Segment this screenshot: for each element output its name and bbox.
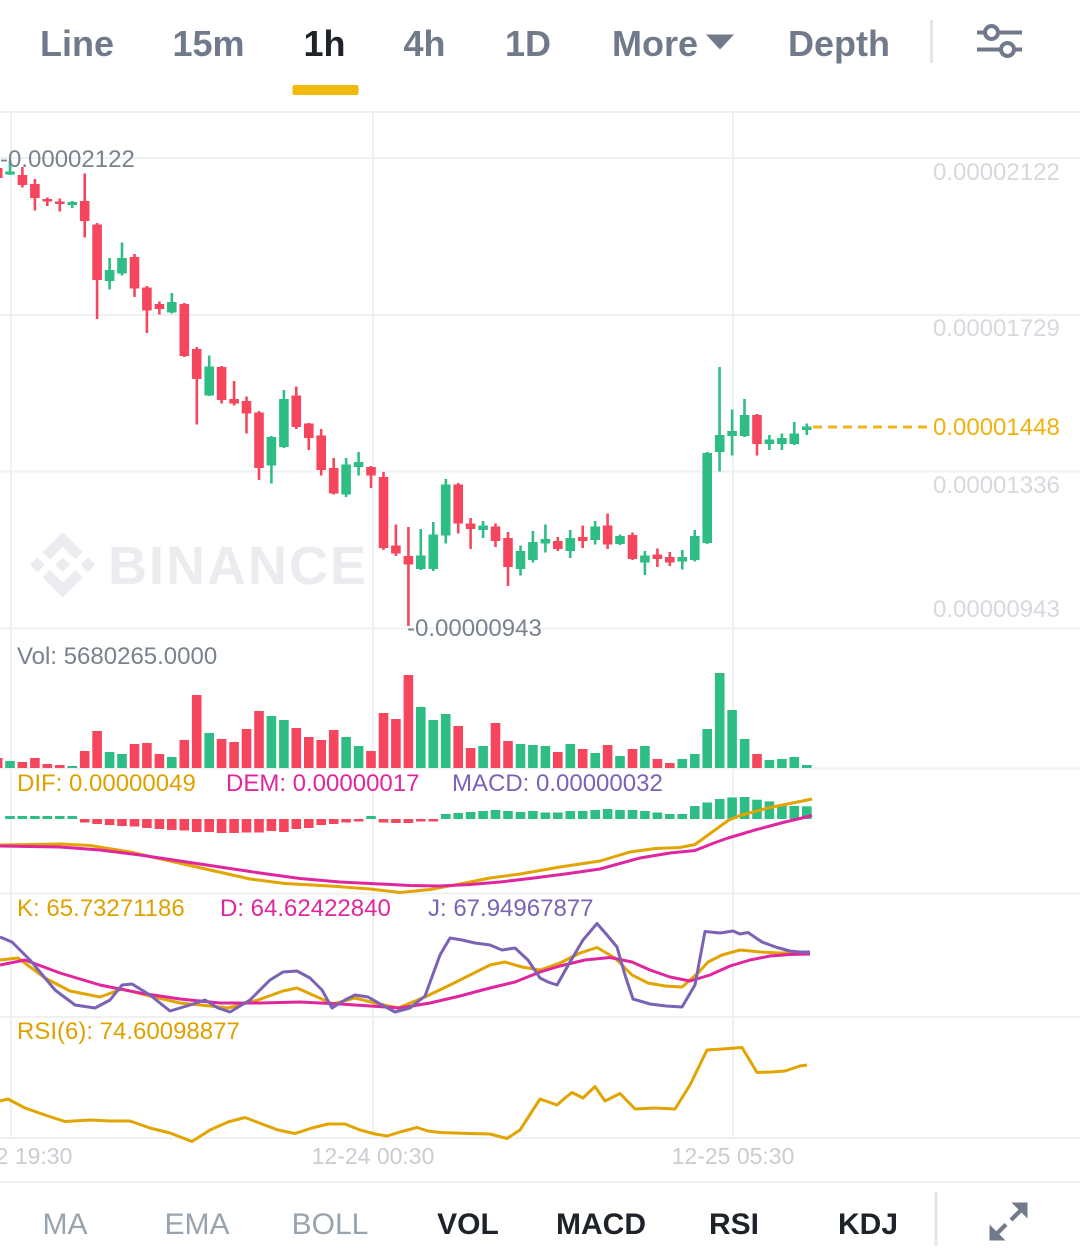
- svg-text:MACD: MACD: [556, 1208, 646, 1241]
- svg-text:Vol: 5680265.0000: Vol: 5680265.0000: [17, 643, 217, 670]
- svg-text:0.00000943: 0.00000943: [933, 596, 1060, 623]
- svg-text:K: 65.73271186: K: 65.73271186: [17, 895, 185, 922]
- svg-text:0.00002122: 0.00002122: [933, 159, 1060, 186]
- svg-text:12-22 19:30: 12-22 19:30: [0, 1143, 72, 1169]
- svg-text:-0.00000943: -0.00000943: [407, 615, 542, 642]
- svg-text:0.00001729: 0.00001729: [933, 315, 1060, 342]
- svg-text:1D: 1D: [505, 23, 551, 64]
- svg-text:4h: 4h: [403, 23, 445, 64]
- svg-text:BINANCE: BINANCE: [108, 536, 368, 596]
- svg-text:Line: Line: [40, 23, 114, 64]
- svg-text:12-25 05:30: 12-25 05:30: [672, 1143, 795, 1169]
- svg-text:EMA: EMA: [164, 1208, 229, 1241]
- svg-text:12-24 00:30: 12-24 00:30: [312, 1143, 435, 1169]
- svg-text:0.00001336: 0.00001336: [933, 472, 1060, 499]
- svg-text:KDJ: KDJ: [838, 1208, 898, 1241]
- svg-text:D: 64.62422840: D: 64.62422840: [220, 895, 391, 922]
- svg-text:0.00001448: 0.00001448: [933, 414, 1060, 441]
- svg-text:RSI(6): 74.60098877: RSI(6): 74.60098877: [17, 1018, 240, 1045]
- svg-text:Depth: Depth: [788, 23, 890, 64]
- svg-text:VOL: VOL: [437, 1208, 499, 1241]
- svg-text:MACD: 0.00000032: MACD: 0.00000032: [452, 770, 663, 797]
- svg-text:MA: MA: [43, 1208, 88, 1241]
- svg-text:More: More: [612, 23, 698, 64]
- svg-text:1h: 1h: [303, 23, 345, 64]
- svg-text:DEM: 0.00000017: DEM: 0.00000017: [226, 770, 419, 797]
- svg-text:RSI: RSI: [709, 1208, 759, 1241]
- svg-text:J: 67.94967877: J: 67.94967877: [428, 895, 593, 922]
- svg-text:15m: 15m: [172, 23, 244, 64]
- svg-text:DIF: 0.00000049: DIF: 0.00000049: [17, 770, 196, 797]
- svg-text:-0.00002122: -0.00002122: [0, 146, 135, 173]
- svg-text:BOLL: BOLL: [292, 1208, 369, 1241]
